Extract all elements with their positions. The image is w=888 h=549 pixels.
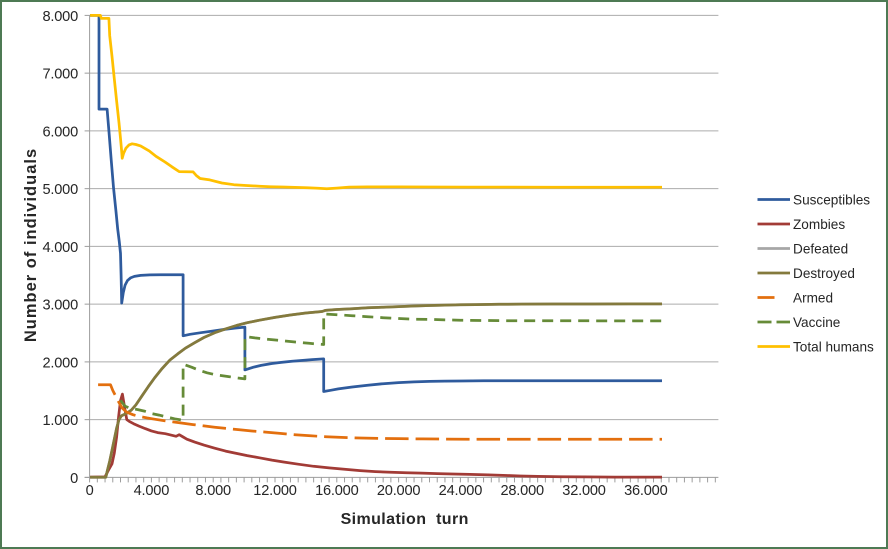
svg-text:6.000: 6.000 (42, 124, 78, 140)
svg-text:Vaccine: Vaccine (793, 315, 840, 330)
svg-text:Defeated: Defeated (793, 241, 848, 256)
svg-text:Susceptibles: Susceptibles (793, 192, 870, 207)
svg-text:1.000: 1.000 (42, 413, 78, 429)
svg-text:0: 0 (86, 483, 94, 499)
svg-text:36.000: 36.000 (624, 483, 668, 499)
svg-text:3.000: 3.000 (42, 298, 78, 314)
svg-text:0: 0 (70, 471, 78, 487)
svg-text:Destroyed: Destroyed (793, 266, 855, 281)
svg-text:32.000: 32.000 (562, 483, 606, 499)
svg-text:8.000: 8.000 (195, 483, 231, 499)
svg-text:Zombies: Zombies (793, 217, 845, 232)
svg-text:Armed: Armed (793, 290, 833, 305)
svg-text:Simulation turn: Simulation turn (341, 511, 469, 528)
svg-text:7.000: 7.000 (42, 67, 78, 83)
svg-text:Total humans: Total humans (793, 339, 874, 354)
svg-text:4.000: 4.000 (134, 483, 170, 499)
svg-text:4.000: 4.000 (42, 240, 78, 256)
svg-text:20.000: 20.000 (377, 483, 421, 499)
svg-text:5.000: 5.000 (42, 182, 78, 198)
svg-text:28.000: 28.000 (500, 483, 544, 499)
svg-text:16.000: 16.000 (315, 483, 359, 499)
svg-text:2.000: 2.000 (42, 355, 78, 371)
svg-text:12.000: 12.000 (253, 483, 297, 499)
svg-text:24.000: 24.000 (439, 483, 483, 499)
svg-text:Number of individuals: Number of individuals (22, 148, 40, 342)
svg-text:8.000: 8.000 (42, 9, 78, 25)
